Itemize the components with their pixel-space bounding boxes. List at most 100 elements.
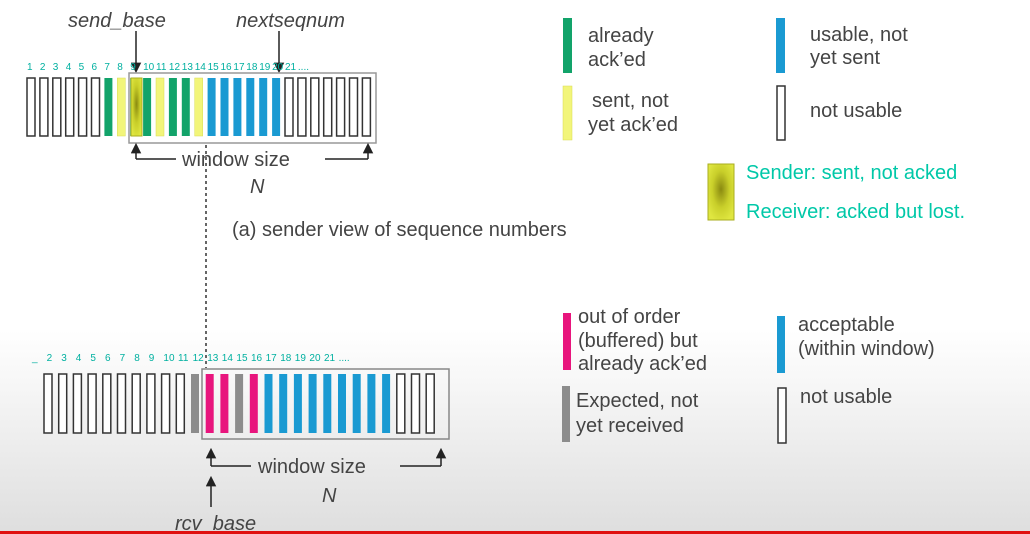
sender-seq-number: 10 (143, 62, 155, 73)
sender-seq-number: 19 (259, 62, 271, 73)
sender-seq-number: 18 (246, 62, 258, 73)
sender-slot (207, 78, 216, 136)
sender-slot (259, 78, 268, 136)
legend-not-usable-bottom: not usable (800, 386, 892, 408)
sender-slot (155, 77, 165, 137)
receiver-slot (235, 374, 244, 433)
sender-seq-number: 8 (117, 62, 123, 73)
sender-slot (26, 77, 36, 137)
receiver-slot (131, 373, 141, 434)
receiver-slot (425, 373, 435, 434)
receiver-slot (352, 374, 361, 433)
receiver-seq-number: 6 (105, 353, 111, 364)
sender-seq-number: 5 (79, 62, 85, 73)
note-receiver-acked-but-lost: Receiver: acked but lost. (746, 201, 965, 223)
legend-swatch-blue-bottom (777, 316, 785, 373)
sender-slot (348, 77, 359, 137)
receiver-slot (264, 374, 273, 433)
sender-seq-number: 6 (92, 62, 98, 73)
video-progress-bar (0, 531, 1030, 534)
sender-slots (26, 77, 372, 137)
receiver-slot (293, 374, 302, 433)
legend-swatch-yellow (562, 85, 573, 141)
sender-seq-number: 9 (130, 62, 136, 73)
legend-swatch-not-usable (776, 85, 786, 141)
receiver-slot (338, 374, 346, 433)
receiver-seq-number: 7 (120, 353, 126, 364)
legend-swatch-gray (562, 386, 570, 442)
sender-seq-number: 21 (285, 62, 297, 73)
sender-slot (104, 78, 113, 136)
sender-seq-number: 20 (272, 62, 284, 73)
sender-seq-number: 13 (182, 62, 194, 73)
receiver-slot (57, 373, 68, 434)
note-sender-sent-not-acked: Sender: sent, not acked (746, 162, 957, 184)
receiver-slot (102, 373, 112, 434)
legend-already-acked-l1: already (588, 25, 654, 47)
send-base-label: send_base (68, 10, 166, 32)
receiver-slots (43, 373, 435, 434)
legend-sent-l1: sent, not (592, 90, 669, 112)
legend-swatch-magenta (563, 313, 571, 370)
legend-expected-l1: Expected, not (576, 390, 699, 412)
receiver-slot (367, 374, 376, 433)
receiver-slot (72, 373, 83, 434)
sender-slot (246, 78, 255, 136)
receiver-seq-number: 16 (251, 353, 263, 364)
sender-slot (52, 77, 62, 137)
sender-caption: (a) sender view of sequence numbers (232, 219, 567, 241)
legend-swatch-not-usable-bottom (777, 387, 787, 444)
legend-usable-l1: usable, not (810, 24, 908, 46)
sender-seq-number: 7 (104, 62, 110, 73)
legend-swatch-blue (776, 18, 785, 73)
sender-slot (39, 77, 49, 137)
receiver-slot (279, 374, 288, 433)
legend-swatch-green (563, 18, 572, 73)
sender-window-box (128, 72, 377, 144)
receiver-seq-number: 21 (324, 353, 336, 364)
receiver-slot (249, 374, 258, 433)
sender-slot (117, 77, 126, 137)
sender-slot (335, 77, 346, 137)
receiver-slot (220, 374, 229, 433)
sender-highlighted-slot (130, 77, 143, 137)
sender-slot (272, 78, 281, 136)
sender-slot (322, 77, 333, 137)
sender-seq-number: 4 (66, 62, 72, 73)
legend-out-of-order-l3: already ack’ed (578, 353, 707, 375)
receiver-slot (396, 373, 406, 434)
receiver-slot (160, 373, 171, 434)
sender-slot (90, 77, 101, 137)
receiver-slot (43, 373, 53, 434)
receiver-slot (308, 374, 317, 433)
receiver-seq-number: 19 (295, 353, 307, 364)
receiver-slot (191, 374, 199, 433)
sender-seq-number: 17 (233, 62, 245, 73)
receiver-window-size-label: window size (257, 456, 366, 478)
legend-acceptable-l1: acceptable (798, 314, 895, 336)
legend-sent-l2: yet ack’ed (588, 114, 678, 136)
highlight-sample-swatch (707, 163, 735, 221)
receiver-seq-number: 20 (309, 353, 321, 364)
legend-expected-l2: yet received (576, 415, 684, 437)
legend-usable-l2: yet sent (810, 47, 880, 69)
legend-out-of-order-l2: (buffered) but (578, 330, 698, 352)
receiver-seq-number: 15 (236, 353, 248, 364)
receiver-sequence-numbers: _ 2 3 4 5 6 7 8 9 10 11 12 13 14 15 16 17 18 19 20 21.... (31, 353, 350, 364)
receiver-slot (175, 373, 186, 434)
receiver-slot (323, 374, 332, 433)
receiver-slot (205, 374, 214, 433)
receiver-slot (410, 373, 421, 434)
sender-slot (310, 77, 320, 137)
sender-slot (77, 77, 88, 137)
sender-slot (168, 78, 177, 136)
legend-not-usable-top: not usable (810, 100, 902, 122)
rcv-base-label: rcv_base (175, 513, 256, 534)
sender-seq-number: 16 (221, 62, 233, 73)
receiver-slot (382, 374, 391, 433)
receiver-slot (146, 373, 156, 434)
sender-seq-number: 12 (169, 62, 181, 73)
sender-slot (143, 78, 152, 136)
sender-slot (361, 77, 372, 137)
